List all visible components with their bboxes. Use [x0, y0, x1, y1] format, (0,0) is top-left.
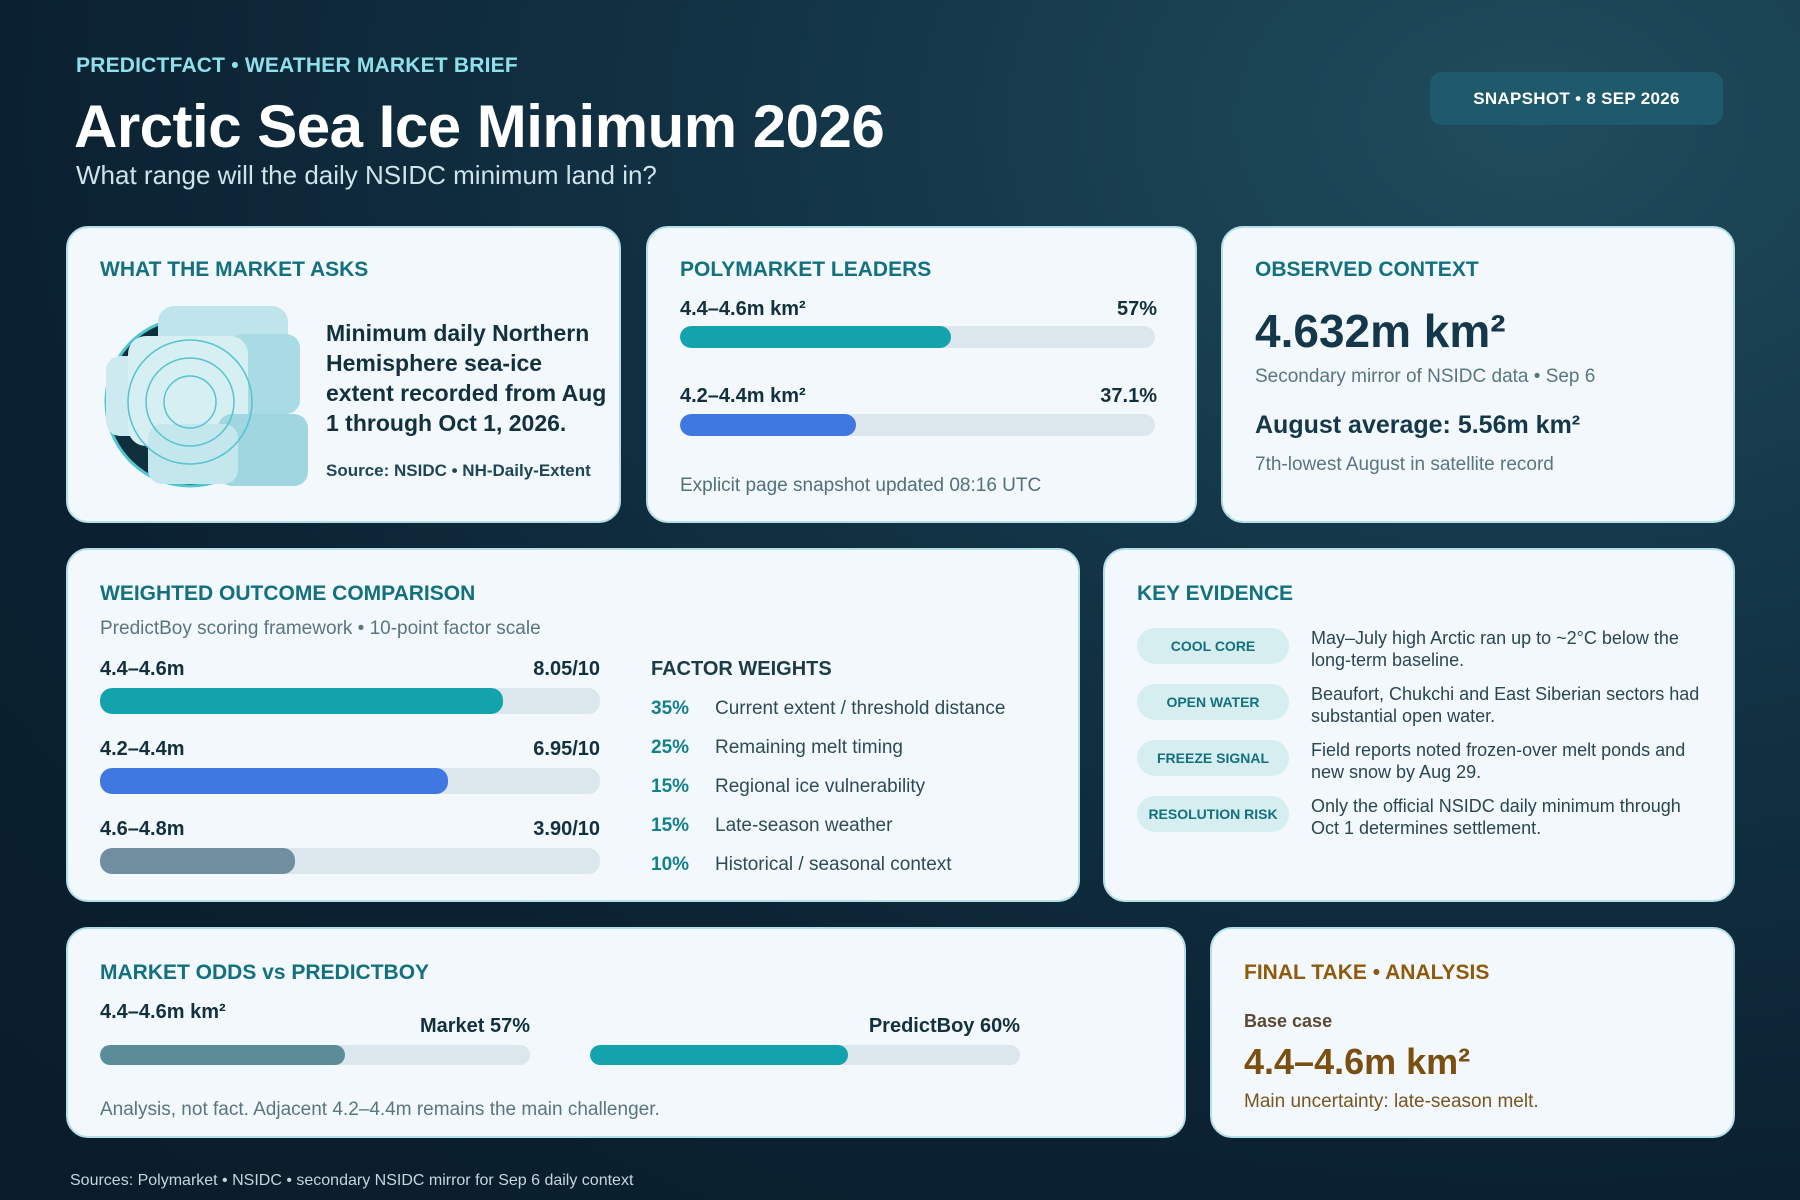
- outcome-1-fill: [100, 688, 503, 714]
- outcome-2-track: [100, 768, 600, 794]
- market-asks-title: WHAT THE MARKET ASKS: [100, 258, 369, 281]
- outcome-3-score: 3.90/10: [533, 818, 600, 840]
- page-subtitle: What range will the daily NSIDC minimum …: [76, 160, 657, 190]
- observed-title: OBSERVED CONTEXT: [1255, 258, 1479, 281]
- evidence-tag: COOL CORE: [1137, 628, 1289, 664]
- factor-pct: 10%: [651, 854, 690, 875]
- outcome-3-track: [100, 848, 600, 874]
- sources-footer: Sources: Polymarket • NSIDC • secondary …: [70, 1172, 634, 1189]
- market-odds-label: Market 57%: [419, 1015, 530, 1037]
- weighted-outcome-card: WEIGHTED OUTCOME COMPARISON PredictBoy s…: [66, 548, 1080, 902]
- market-odds-track: [100, 1045, 530, 1065]
- observed-extent-value: 4.632m km²: [1255, 305, 1506, 357]
- factor-row: 10% Historical / seasonal context: [651, 854, 952, 876]
- odds-title: MARKET ODDS vs PREDICTBOY: [100, 961, 430, 984]
- observed-context-card: OBSERVED CONTEXT 4.632m km² Secondary mi…: [1221, 226, 1735, 523]
- market-question-text: Minimum daily Northern Hemisphere sea-ic…: [326, 320, 607, 436]
- key-evidence-card: KEY EVIDENCE COOL CORE May–July high Arc…: [1103, 548, 1735, 902]
- outcome-2-fill: [100, 768, 448, 794]
- leader-1-track: [680, 326, 1155, 348]
- outcome-3-fill: [100, 848, 295, 874]
- leader-2-track: [680, 414, 1155, 436]
- factor-row: 25% Remaining melt timing: [651, 737, 903, 759]
- factor-label: Remaining melt timing: [715, 737, 903, 758]
- weighted-title: WEIGHTED OUTCOME COMPARISON: [100, 582, 476, 605]
- factor-row: 35% Current extent / threshold distance: [651, 698, 1005, 720]
- evidence-text: May–July high Arctic ran up to ~2°C belo…: [1311, 628, 1679, 670]
- leader-row-2: 4.2–4.4m km² 37.1%: [680, 385, 1157, 408]
- factor-pct: 35%: [651, 698, 690, 719]
- market-odds-card: MARKET ODDS vs PREDICTBOY 4.4–4.6m km² M…: [66, 927, 1186, 1138]
- factor-label: Historical / seasonal context: [715, 854, 952, 875]
- outcome-1-score: 8.05/10: [533, 658, 600, 680]
- outcome-3-label: 4.6–4.8m: [100, 818, 185, 840]
- outcome-2-label: 4.2–4.4m: [100, 738, 185, 760]
- leader-1-fill: [680, 326, 951, 348]
- factor-pct: 25%: [651, 737, 690, 758]
- predictboy-odds-label: PredictBoy 60%: [868, 1015, 1020, 1037]
- factor-pct: 15%: [651, 815, 690, 836]
- leader-row-1: 4.4–4.6m km² 57%: [680, 298, 1157, 321]
- evidence-text: Beaufort, Chukchi and East Siberian sect…: [1311, 684, 1700, 726]
- factor-label: Current extent / threshold distance: [715, 698, 1006, 719]
- leader-2-fill: [680, 414, 857, 436]
- predictboy-odds-track: [590, 1045, 1020, 1065]
- base-case-label: Base case: [1244, 1011, 1333, 1031]
- final-take-card: FINAL TAKE • ANALYSIS Base case 4.4–4.6m…: [1210, 927, 1735, 1138]
- leader-1-label: 4.4–4.6m km²: [680, 298, 806, 320]
- factor-weights-title: FACTOR WEIGHTS: [651, 658, 832, 680]
- evidence-tag: RESOLUTION RISK: [1137, 796, 1289, 832]
- observed-extent-note: Secondary mirror of NSIDC data • Sep 6: [1255, 366, 1596, 387]
- outcome-1-track: [100, 688, 600, 714]
- polymarket-leaders-card: POLYMARKET LEADERS 4.4–4.6m km² 57% 4.2–…: [646, 226, 1197, 523]
- factor-row: 15% Late-season weather: [651, 815, 892, 837]
- snapshot-badge: SNAPSHOT • 8 SEP 2026: [1430, 72, 1723, 125]
- factor-label: Late-season weather: [715, 815, 893, 836]
- leaders-footnote: Explicit page snapshot updated 08:16 UTC: [680, 475, 1042, 496]
- predictboy-odds-fill: [590, 1045, 848, 1065]
- leader-2-value: 37.1%: [1100, 385, 1157, 407]
- final-take-title: FINAL TAKE • ANALYSIS: [1244, 961, 1490, 984]
- sea-ice-globe-icon: [104, 306, 308, 488]
- factor-pct: 15%: [651, 776, 690, 797]
- page-title: Arctic Sea Ice Minimum 2026: [74, 93, 885, 160]
- brief-kicker: PREDICTFACT • WEATHER MARKET BRIEF: [76, 54, 518, 77]
- evidence-text: Field reports noted frozen-over melt pon…: [1311, 740, 1686, 782]
- final-uncertainty-note: Main uncertainty: late-season melt.: [1244, 1091, 1539, 1112]
- evidence-tag: FREEZE SIGNAL: [1137, 740, 1289, 776]
- base-case-value: 4.4–4.6m km²: [1244, 1041, 1471, 1082]
- outcome-1-label: 4.4–4.6m: [100, 658, 185, 680]
- leaders-title: POLYMARKET LEADERS: [680, 258, 932, 281]
- odds-note: Analysis, not fact. Adjacent 4.2–4.4m re…: [100, 1099, 660, 1120]
- outcome-row-3: 4.6–4.8m 3.90/10: [100, 818, 600, 841]
- factor-row: 15% Regional ice vulnerability: [651, 776, 925, 798]
- factor-label: Regional ice vulnerability: [715, 776, 926, 797]
- odds-range: 4.4–4.6m km²: [100, 1001, 226, 1023]
- august-note: 7th-lowest August in satellite record: [1255, 454, 1554, 475]
- weighted-subtitle: PredictBoy scoring framework • 10-point …: [100, 618, 541, 639]
- market-asks-card: WHAT THE MARKET ASKS Minimum daily North…: [66, 226, 621, 523]
- outcome-row-2: 4.2–4.4m 6.95/10: [100, 738, 600, 761]
- evidence-text: Only the official NSIDC daily minimum th…: [1311, 796, 1681, 838]
- leader-1-value: 57%: [1116, 298, 1157, 320]
- outcome-row-1: 4.4–4.6m 8.05/10: [100, 658, 600, 681]
- august-average: August average: 5.56m km²: [1255, 411, 1581, 439]
- evidence-tag: OPEN WATER: [1137, 684, 1289, 720]
- leader-2-label: 4.2–4.4m km²: [680, 385, 806, 407]
- outcome-2-score: 6.95/10: [533, 738, 600, 760]
- evidence-title: KEY EVIDENCE: [1137, 582, 1293, 605]
- market-source: Source: NSIDC • NH-Daily-Extent: [326, 461, 591, 480]
- market-odds-fill: [100, 1045, 346, 1065]
